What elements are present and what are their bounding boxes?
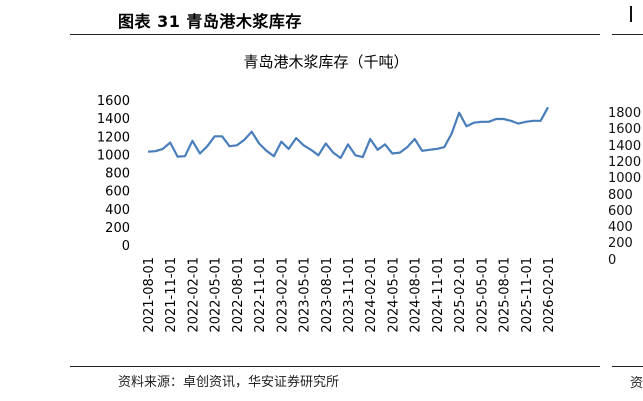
neighbor-y-tick-label: 600 [608,203,633,219]
y-tick-label: 1400 [97,112,130,127]
bottom-rule [70,366,600,367]
neighbor-top-rule [612,34,643,35]
source-note: 资料来源：卓创资讯，华安证券研究所 [118,375,340,390]
neighbor-bottom-rule [612,366,643,367]
x-tick-label: 2023-08-01 [320,257,335,333]
y-tick-label: 400 [105,203,130,218]
figure-title: 图表 31 青岛港木浆库存 [118,12,302,31]
x-tick-label: 2022-08-01 [231,257,246,333]
inventory-series-line [147,106,549,160]
neighbor-y-tick-label: 1200 [608,154,642,170]
series-group [147,106,549,160]
y-tick-label: 1200 [97,130,130,145]
x-tick-label: 2023-05-01 [298,257,313,333]
x-tick-label: 2022-02-01 [186,257,201,333]
y-tick-label: 1000 [97,148,130,163]
x-tick-label: 2023-11-01 [342,257,357,333]
top-rule [70,34,600,35]
x-tick-label: 2025-08-01 [498,257,513,333]
neighbor-y-tick-label: 0 [608,252,617,268]
neighbor-source-fragment: 资 [630,376,643,391]
neighbor-y-tick-label: 1000 [608,171,642,187]
chart-title: 青岛港木浆库存（千吨） [243,53,408,71]
y-axis: 0 200 400 600 800 1000 1200 1400 1600 [97,94,130,254]
neighbor-y-tick-label: 800 [608,187,633,203]
x-tick-label: 2024-05-01 [386,257,401,333]
x-tick-label: 2022-11-01 [253,257,268,333]
y-tick-label: 600 [105,185,130,200]
x-axis: 2021-08-01 2021-11-01 2022-02-01 2022-05-01… [142,257,557,333]
x-tick-label: 2024-02-01 [364,257,379,333]
x-tick-label: 2026-02-01 [542,257,557,333]
x-tick-label: 2022-05-01 [209,257,224,333]
x-tick-label: 2025-11-01 [520,257,535,333]
neighbor-y-tick-label: 1400 [608,138,642,154]
neighbor-figure-edge [630,6,640,22]
y-tick-label: 200 [105,221,130,236]
y-tick-label: 800 [105,167,130,182]
y-tick-label: 1600 [97,94,130,109]
line-chart: 青岛港木浆库存（千吨） 0 200 400 600 800 1000 1200 1400 160… [97,53,557,333]
x-tick-label: 2024-08-01 [409,257,424,333]
x-tick-label: 2025-02-01 [453,257,468,333]
neighbor-y-tick-label: 400 [608,220,633,236]
x-tick-label: 2024-11-01 [431,257,446,333]
y-tick-label: 0 [122,239,130,254]
neighbor-y-tick-label: 1800 [608,106,642,121]
x-tick-label: 2025-05-01 [475,257,490,333]
neighbor-y-tick-label: 1600 [608,122,642,138]
x-tick-label: 2021-11-01 [164,257,179,333]
x-tick-label: 2021-08-01 [142,257,157,333]
neighbor-y-tick-label: 200 [608,236,633,252]
x-tick-label: 2023-02-01 [275,257,290,333]
